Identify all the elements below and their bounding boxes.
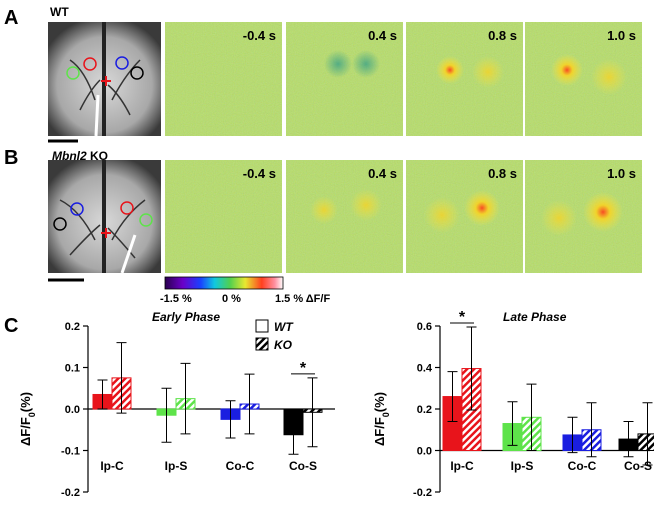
significance-mark: *: [300, 360, 307, 377]
legend-label: KO: [274, 338, 293, 352]
error-bar: [97, 379, 108, 410]
brain-photo: [48, 22, 161, 143]
time-label: 0.8 s: [488, 166, 517, 181]
panel-label: B: [4, 147, 18, 169]
time-label: 1.0 s: [607, 28, 636, 43]
legend-swatch: [255, 319, 269, 333]
time-label: 1.0 s: [607, 166, 636, 181]
y-tick-label: 0.1: [65, 363, 80, 375]
legend-swatch: [255, 337, 269, 351]
panel-label: A: [4, 7, 18, 29]
error-bar: [526, 383, 537, 451]
y-tick-label: 0.0: [417, 446, 432, 458]
time-label: -0.4 s: [243, 166, 276, 181]
y-axis-label-part: ΔF/F: [372, 417, 387, 446]
time-label: 0.4 s: [368, 166, 397, 181]
gene-name: Mbnl2: [52, 149, 87, 163]
error-bar: [586, 402, 597, 458]
x-tick-label: Co-S: [289, 459, 317, 473]
genotype-label: WT: [50, 5, 69, 19]
error-bar: [288, 414, 299, 455]
panel-label: C: [4, 315, 18, 337]
x-tick-label: Ip-S: [165, 459, 188, 473]
bar: [637, 433, 654, 451]
colorbar-label: -1.5 %: [160, 293, 192, 305]
bar-chart: Late Phase ΔF/F0(%) -0.2 0.0 0.2 0.4 0.6 Ip-C Ip…: [372, 309, 654, 499]
error-bar: [567, 416, 578, 454]
error-bar: [447, 371, 458, 422]
error-bar: [244, 373, 255, 435]
x-tick-label: Ip-C: [450, 459, 474, 473]
colorbar: [164, 276, 284, 290]
y-axis-label-part: (%): [372, 392, 387, 412]
error-bar: [161, 387, 172, 443]
y-tick-label: -0.2: [413, 487, 432, 499]
colorbar-label: 1.5 % ΔF/F: [275, 293, 330, 305]
significance-mark: *: [459, 309, 466, 326]
y-tick-label: 0.2: [65, 321, 80, 333]
chart-title: Late Phase: [503, 310, 567, 324]
error-bar: [466, 326, 477, 411]
error-bar: [623, 420, 634, 458]
chart-title: Early Phase: [152, 310, 220, 324]
x-tick-label: Ip-S: [511, 459, 534, 473]
bar-chart: Early Phase ΔF/F0(%) -0.2 -0.1 0.0 0.1 0.2 Ip-C…: [18, 310, 335, 499]
y-tick-label: 0.0: [65, 404, 80, 416]
x-tick-label: Co-C: [226, 459, 255, 473]
genotype-label: Mbnl2 KO: [52, 149, 108, 163]
x-tick-label: Co-C: [568, 459, 597, 473]
y-axis-label: ΔF/F0(%): [372, 392, 391, 446]
time-label: -0.4 s: [243, 28, 276, 43]
error-bar: [642, 402, 653, 466]
error-bar: [180, 362, 191, 435]
y-tick-label: 0.4: [417, 363, 433, 375]
error-bar: [307, 377, 318, 448]
time-label: 0.4 s: [368, 28, 397, 43]
legend-label: WT: [274, 320, 294, 334]
time-label: 0.8 s: [488, 28, 517, 43]
y-tick-label: -0.1: [61, 446, 80, 458]
error-bar: [507, 401, 518, 446]
genotype-suffix: KO: [90, 149, 108, 163]
brain-photo: [48, 160, 161, 282]
y-axis-label-part: ΔF/F: [18, 417, 33, 446]
y-tick-label: -0.2: [61, 487, 80, 499]
y-axis-label-part: 0: [27, 412, 37, 417]
y-tick-label: 0.2: [417, 404, 432, 416]
x-tick-label: Ip-C: [100, 459, 124, 473]
error-bar: [225, 400, 236, 439]
y-tick-label: 0.6: [417, 321, 432, 333]
colorbar-label: 0 %: [222, 293, 241, 305]
error-bar: [116, 342, 127, 414]
y-axis-label-part: (%): [18, 392, 33, 412]
x-tick-label: Co-S: [624, 459, 652, 473]
y-axis-label-part: 0: [381, 412, 391, 417]
y-axis-label: ΔF/F0(%): [18, 392, 37, 446]
